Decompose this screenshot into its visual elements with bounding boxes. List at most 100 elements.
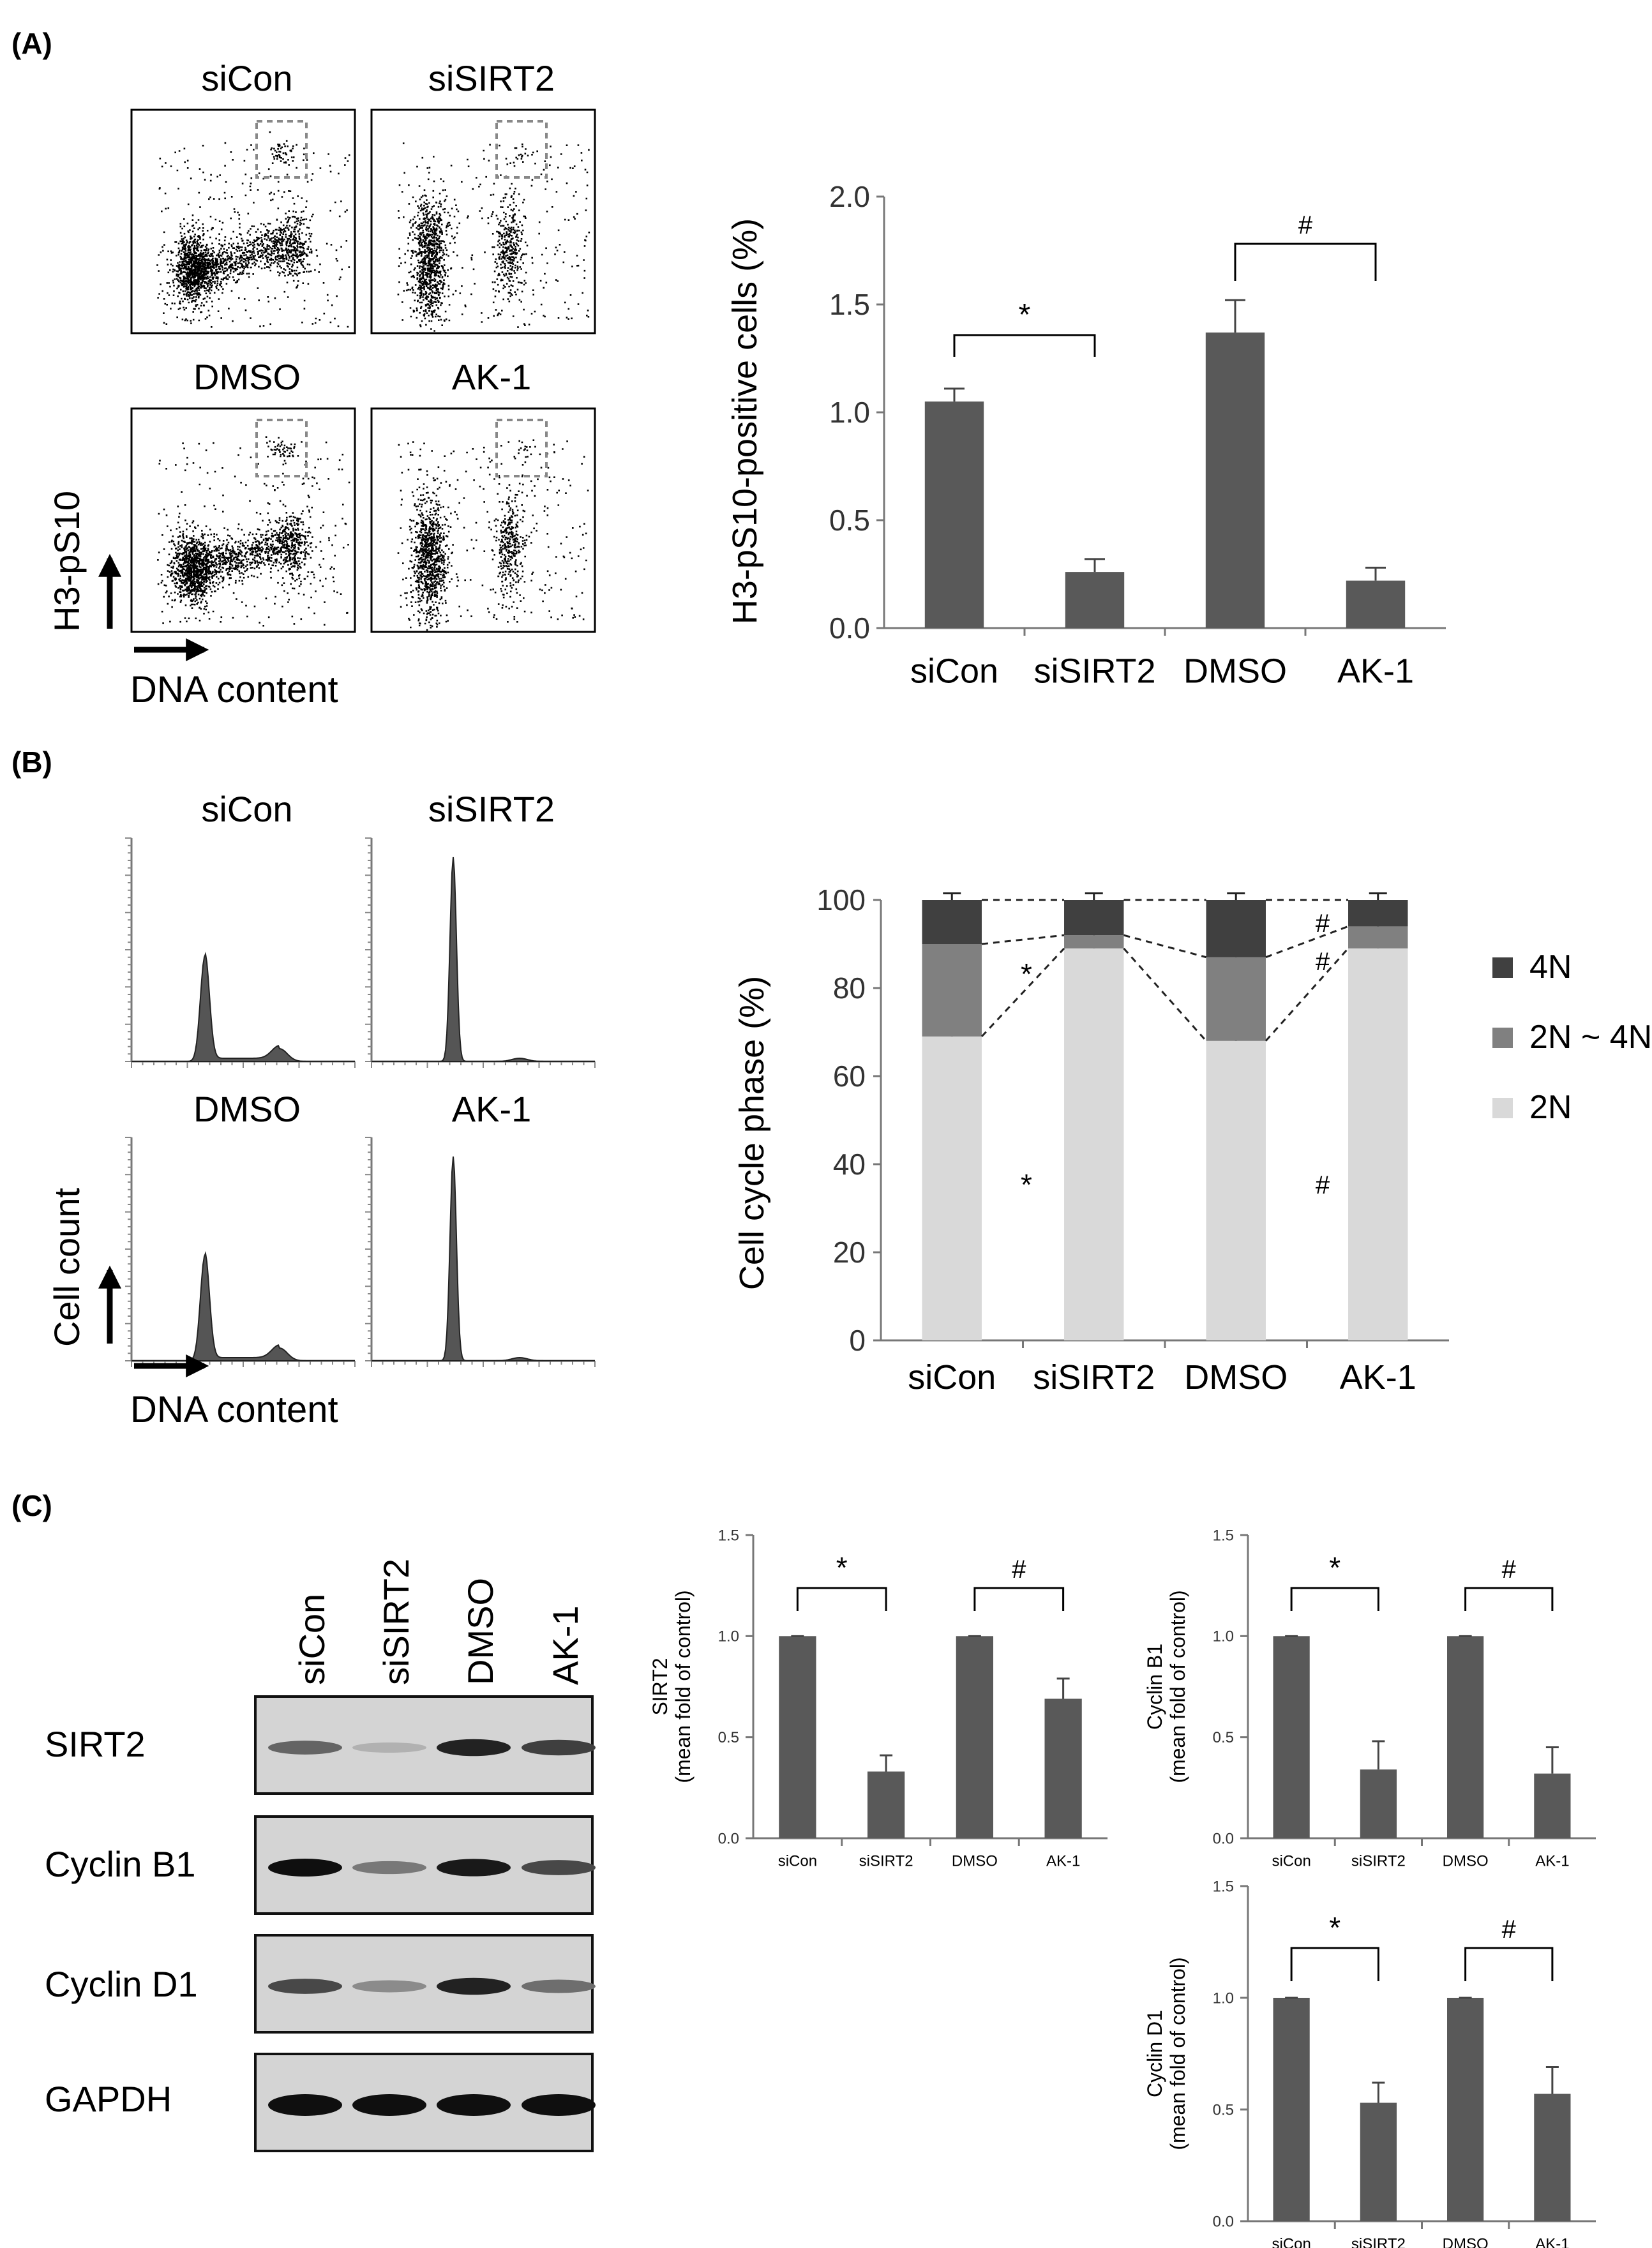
blot-row-label-gapdh: GAPDH (45, 2079, 172, 2119)
y-tick-label: 0.0 (1213, 2213, 1234, 2230)
y-tick-label: 1.0 (1213, 1989, 1234, 2007)
significance-bracket (953, 334, 1096, 357)
flow-scatter-plots: siCon siSIRT2 DMSO AK-1 H3-pS10 DNA cont… (47, 58, 596, 710)
x-tick-label-ak-1: AK-1 (1337, 652, 1414, 691)
scatter-frame-dmso (130, 407, 356, 633)
y-tick-label: 1.0 (718, 1628, 739, 1645)
connector-line-2n (1265, 947, 1349, 1042)
x-tick-label-ak-1: AK-1 (1340, 1358, 1416, 1397)
significance-bracket (1290, 1587, 1379, 1611)
band-gapdh-dmso (437, 2094, 511, 2116)
scatter-title-dmso: DMSO (193, 357, 301, 397)
blot-lane-label-sisirt2: siSIRT2 (376, 1559, 416, 1685)
panel-label-c: (C) (11, 1489, 52, 1522)
y-axis-label-unit: (mean fold of control) (1166, 1957, 1189, 2150)
panel-label-b: (B) (11, 746, 52, 779)
y-tick-label: 0.5 (1213, 2101, 1234, 2118)
significance-hash: # (1316, 1171, 1330, 1199)
histogram-ticks (365, 837, 596, 1068)
y-tick-label: 20 (833, 1236, 866, 1269)
blot-lane-label-dmso: DMSO (460, 1578, 500, 1685)
scatter-frame-ak1 (370, 407, 596, 633)
band-cyclin-b1-dmso (437, 1859, 511, 1877)
hist-title-sicon: siCon (201, 789, 292, 829)
band-cyclin-b1-sisirt2 (352, 1861, 426, 1875)
significance-hash: # (1012, 1555, 1026, 1584)
flow-histograms: siCon siSIRT2 DMSO AK-1 Cell count DNA c… (47, 789, 596, 1430)
significance-star: * (1019, 298, 1031, 332)
y-axis-label: Cyclin D1 (1143, 2010, 1166, 2097)
bar-sicon (1273, 1636, 1310, 1838)
band-gapdh-sisirt2 (352, 2094, 426, 2116)
significance-star: * (1021, 957, 1032, 991)
gate-dmso (255, 419, 308, 477)
x-axis-label-b: DNA content (130, 1389, 338, 1430)
bar-4n-sicon (922, 900, 982, 944)
band-gapdh-ak-1 (522, 2094, 596, 2116)
histogram-curve (372, 1156, 595, 1361)
legend-swatch-4n (1492, 957, 1513, 978)
y-tick-label: 1.5 (718, 1527, 739, 1544)
band-cyclin-d1-dmso (437, 1977, 511, 1995)
bar-dmso (1447, 1636, 1484, 1838)
bar-ak-1 (1534, 1773, 1571, 1838)
band-sirt2-sisirt2 (352, 1742, 426, 1753)
bar-2n-4n-ak-1 (1348, 926, 1408, 948)
y-tick-label: 80 (833, 971, 866, 1005)
bar-sisirt2 (1360, 1769, 1397, 1838)
band-sirt2-dmso (437, 1739, 511, 1757)
legend-label-2n-4n: 2N ~ 4N (1529, 1019, 1652, 1056)
hist-title-sisirt2: siSIRT2 (428, 789, 555, 829)
bar-2n-4n-sicon (922, 944, 982, 1037)
scatter-title-ak1: AK-1 (452, 357, 532, 397)
significance-hash: # (1502, 1555, 1517, 1584)
bar-dmso (956, 1636, 994, 1838)
bar-sisirt2 (1360, 2102, 1397, 2221)
y-tick-label: 0.0 (829, 611, 870, 645)
significance-bracket (1290, 1947, 1379, 1981)
h3ps10-bar-chart: H3-pS10-positive cells (%) 0.0 0.5 1.0 1.5 2… (726, 180, 1446, 691)
y-tick-label: 2.0 (829, 180, 870, 213)
connector-line-2n (980, 947, 1065, 1037)
cyclind1-quant-chart: 0.0 0.5 1.0 1.5 siCon siSIRT2 DMSO AK-1 * # Cyclin… (1143, 1878, 1596, 2248)
y-tick-label: 1.5 (1213, 1878, 1234, 1895)
bar-sicon (924, 401, 984, 628)
x-tick-label-ak-1: AK-1 (1535, 1853, 1569, 1870)
bar-2n-sicon (922, 1036, 982, 1340)
scatter-frame-sisirt2 (370, 109, 596, 334)
histogram-curve (131, 951, 355, 1062)
legend-label-2n: 2N (1529, 1089, 1572, 1126)
band-sirt2-ak-1 (522, 1739, 596, 1756)
y-axis-label-unit: (mean fold of control) (672, 1590, 695, 1783)
bar-dmso (1447, 1998, 1484, 2221)
significance-hash: # (1502, 1915, 1517, 1944)
x-tick-label-sicon: siCon (908, 1358, 996, 1397)
connector-line-2n-4n (981, 934, 1065, 945)
sirt2-quant-chart: 0.0 0.5 1.0 1.5 siCon siSIRT2 DMSO AK-1 * # SIRT2(… (649, 1527, 1108, 1870)
histogram-curve (372, 857, 595, 1062)
scatter-events (156, 131, 350, 328)
cell-cycle-stacked-chart: Cell cycle phase (%) 0 20 40 60 80 100 siCon si… (733, 883, 1652, 1397)
blot-lane-label-ak1: AK-1 (545, 1606, 585, 1686)
band-cyclin-b1-ak-1 (522, 1860, 596, 1875)
y-tick-label: 0.0 (718, 1830, 739, 1847)
bar-2n-4n-dmso (1206, 957, 1266, 1041)
bar-2n-dmso (1206, 1040, 1266, 1340)
scatter-title-sisirt2: siSIRT2 (428, 58, 555, 98)
histogram-ticks (365, 1137, 596, 1367)
x-tick-label-sisirt2: siSIRT2 (1351, 2236, 1406, 2248)
scatter-dots (156, 131, 590, 631)
x-tick-label-sicon: siCon (1272, 1853, 1310, 1870)
band-cyclin-b1-sicon (268, 1859, 342, 1877)
scatter-title-sicon: siCon (201, 58, 292, 98)
bar-ak-1 (1044, 1698, 1082, 1838)
histogram-curve (131, 1250, 355, 1361)
x-tick-label-sisirt2: siSIRT2 (1033, 1358, 1155, 1397)
y-tick-label: 40 (833, 1148, 866, 1181)
band-cyclin-d1-ak-1 (522, 1979, 596, 1993)
y-tick-label: 60 (833, 1060, 866, 1093)
y-tick-label: 1.0 (829, 396, 870, 429)
gate-sisirt2 (495, 120, 548, 179)
x-tick-label-sisirt2: siSIRT2 (1351, 1853, 1406, 1870)
histogram-ticks (125, 837, 356, 1068)
